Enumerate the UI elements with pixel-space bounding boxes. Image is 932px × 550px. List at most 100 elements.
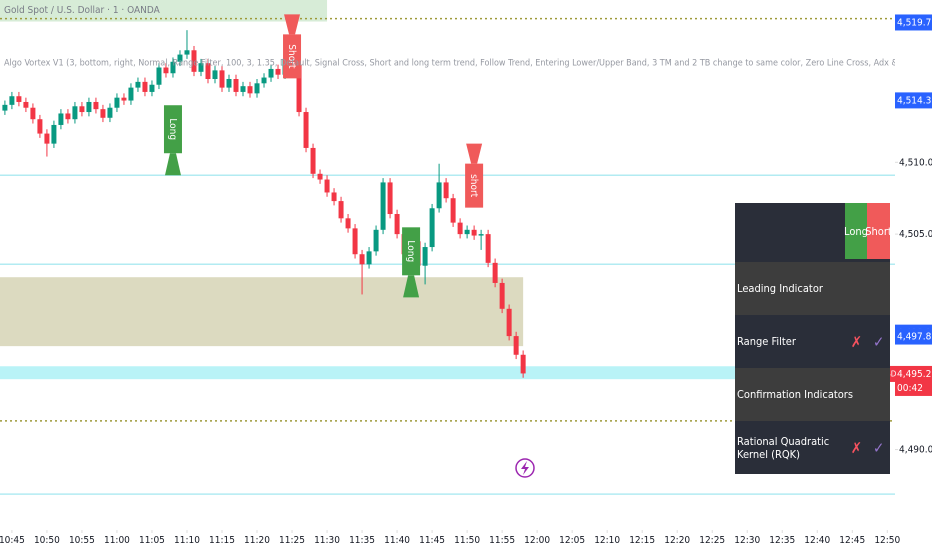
x-tick-label: 11:20 bbox=[244, 535, 270, 546]
candle-body bbox=[121, 97, 127, 101]
candle-body bbox=[9, 96, 15, 105]
candle-body bbox=[268, 68, 274, 78]
candle-body bbox=[177, 54, 183, 62]
candle-body bbox=[359, 254, 365, 265]
candle-body bbox=[429, 208, 435, 248]
candle-body bbox=[198, 63, 204, 72]
candle-body bbox=[422, 247, 428, 266]
candle-body bbox=[156, 67, 162, 85]
candle-body bbox=[443, 182, 449, 199]
lightning-icon bbox=[515, 458, 535, 478]
x-tick-label: 12:00 bbox=[524, 535, 550, 546]
x-tick-label: 12:30 bbox=[734, 535, 760, 546]
x-tick-label: 11:30 bbox=[314, 535, 340, 546]
candle-body bbox=[100, 109, 106, 118]
x-tick-label: 12:05 bbox=[559, 535, 585, 546]
section-row: Confirmation Indicators bbox=[735, 368, 890, 421]
candle-body bbox=[254, 83, 260, 94]
zone bbox=[0, 0, 328, 22]
candle-body bbox=[471, 229, 477, 236]
candle-body bbox=[205, 63, 211, 79]
candle-body bbox=[44, 133, 50, 144]
header-short: Short bbox=[865, 203, 892, 259]
x-tick-label: 12:20 bbox=[664, 535, 690, 546]
candle-body bbox=[149, 84, 155, 92]
candle-body bbox=[114, 97, 120, 108]
candle-body bbox=[93, 101, 99, 110]
x-tick-label: 12:45 bbox=[839, 535, 865, 546]
candle-body bbox=[520, 354, 526, 374]
candle-body bbox=[506, 308, 512, 337]
candle-body bbox=[457, 222, 463, 235]
x-tick-label: 12:10 bbox=[594, 535, 620, 546]
candle-body bbox=[275, 68, 281, 75]
candle-body bbox=[16, 96, 22, 102]
candle-body bbox=[107, 107, 113, 118]
candle-body bbox=[387, 182, 393, 215]
countdown: 00:42 bbox=[897, 383, 923, 394]
candle-body bbox=[352, 228, 358, 255]
candle-body bbox=[261, 77, 267, 84]
short-label: Short bbox=[286, 44, 297, 69]
y-tick-label: 4,490.000 bbox=[899, 445, 932, 456]
legend-title: Gold Spot / U.S. Dollar · 1 · OANDA bbox=[4, 5, 161, 16]
candle-body bbox=[485, 234, 491, 263]
candle-body bbox=[51, 124, 57, 144]
long-status: ✗ bbox=[850, 332, 863, 351]
x-tick-label: 12:40 bbox=[804, 535, 830, 546]
x-tick-label: 12:50 bbox=[874, 535, 900, 546]
row-label: Range Filter bbox=[737, 335, 796, 348]
candle-body bbox=[331, 192, 337, 202]
price-tag bbox=[895, 92, 932, 109]
x-tick-label: 11:45 bbox=[419, 535, 445, 546]
y-tick-label: 4,510.000 bbox=[899, 157, 932, 168]
price-tag-label: 4,497.869 bbox=[897, 332, 932, 343]
candle-body bbox=[212, 70, 218, 79]
candle-body bbox=[296, 64, 302, 113]
header-long: Long bbox=[844, 203, 868, 259]
candle-body bbox=[65, 113, 71, 120]
price-tag-label: 4,519.735 bbox=[897, 17, 932, 28]
candle-body bbox=[366, 251, 372, 265]
signal-table: Long Short Leading Indicator Range Filter ✗ ✓… bbox=[735, 203, 892, 474]
short-arrow bbox=[284, 14, 301, 35]
zone bbox=[0, 366, 895, 380]
long-arrow bbox=[164, 153, 181, 176]
short-label: short bbox=[468, 174, 479, 198]
y-tick-label: 4,505.000 bbox=[899, 229, 932, 240]
candle-body bbox=[191, 50, 197, 72]
candle-body bbox=[72, 106, 78, 120]
candle-body bbox=[324, 179, 330, 193]
candle-body bbox=[219, 70, 225, 88]
price-tag bbox=[895, 328, 932, 345]
x-tick-label: 11:35 bbox=[349, 535, 375, 546]
row-label: Leading Indicator bbox=[737, 282, 823, 295]
long-box bbox=[163, 105, 182, 154]
candle-body bbox=[30, 107, 36, 120]
x-tick-label: 11:40 bbox=[384, 535, 410, 546]
x-tick-label: 10:50 bbox=[34, 535, 60, 546]
candle-body bbox=[499, 282, 505, 309]
long-label: Long bbox=[405, 240, 416, 262]
long-box bbox=[402, 227, 421, 276]
candle-body bbox=[464, 229, 470, 235]
candle-body bbox=[135, 81, 141, 88]
candle-body bbox=[163, 67, 169, 74]
row-label: Confirmation Indicators bbox=[737, 388, 854, 401]
price-tag-label: 4,495.265 bbox=[897, 369, 932, 380]
candle-body bbox=[436, 182, 442, 209]
candle-body bbox=[345, 218, 351, 229]
price-axis bbox=[895, 0, 932, 550]
candle-body bbox=[317, 173, 323, 180]
spacer bbox=[735, 203, 845, 259]
indicator-row: Range Filter ✗ ✓ bbox=[735, 315, 890, 368]
x-tick-label: 10:45 bbox=[0, 535, 25, 546]
zone bbox=[0, 277, 524, 347]
candle-body bbox=[492, 262, 498, 283]
candle-body bbox=[142, 81, 148, 92]
short-arrow bbox=[466, 143, 483, 164]
x-tick-label: 11:05 bbox=[139, 535, 165, 546]
section-row: Leading Indicator bbox=[735, 262, 890, 315]
candle-body bbox=[394, 214, 400, 235]
